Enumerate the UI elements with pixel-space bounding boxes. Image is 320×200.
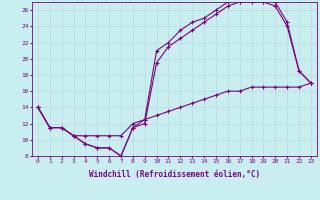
X-axis label: Windchill (Refroidissement éolien,°C): Windchill (Refroidissement éolien,°C) bbox=[89, 170, 260, 179]
